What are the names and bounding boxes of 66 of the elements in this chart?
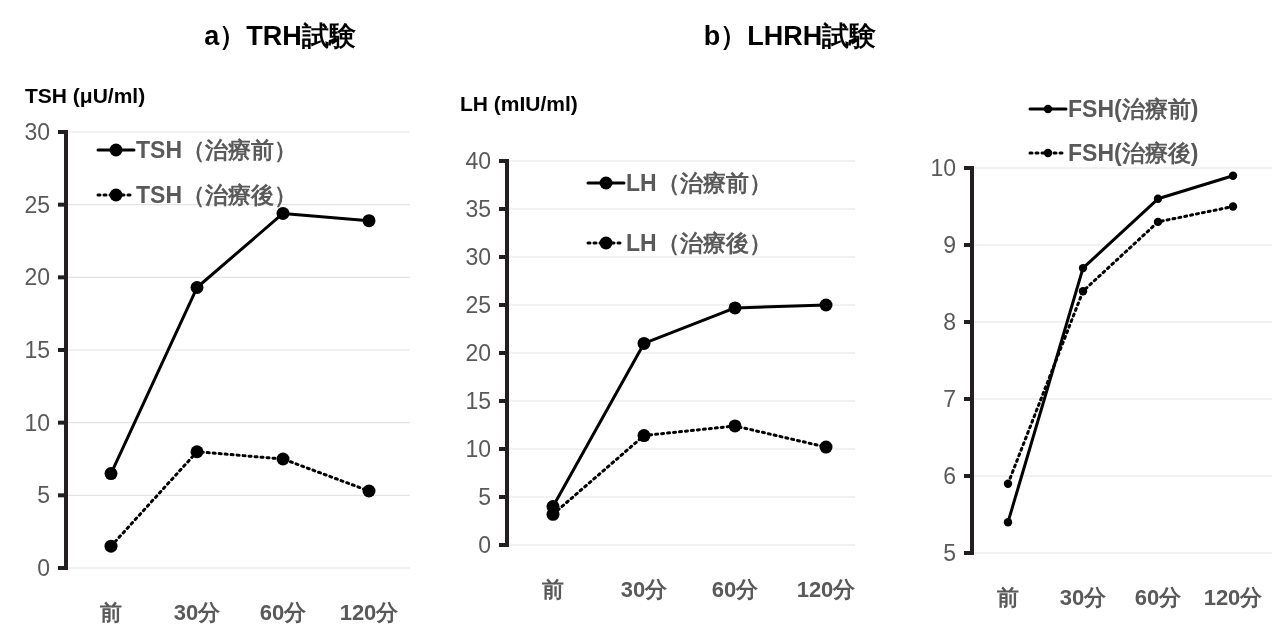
point bbox=[1153, 194, 1163, 203]
y-tick-label: 15 bbox=[465, 388, 491, 414]
point bbox=[1153, 217, 1163, 227]
y-tick-label: 35 bbox=[465, 196, 491, 222]
legend-label: TSH（治療前） bbox=[136, 137, 297, 163]
point bbox=[819, 298, 833, 312]
y-tick-label: 8 bbox=[943, 309, 956, 335]
y-axis-title: LH (mIU/ml) bbox=[460, 91, 578, 115]
point bbox=[1228, 171, 1238, 180]
y-tick-label: 0 bbox=[478, 532, 491, 558]
point bbox=[104, 539, 118, 553]
x-tick-label: 60分 bbox=[711, 576, 760, 602]
point bbox=[728, 301, 742, 315]
legend-label: LH（治療前） bbox=[626, 170, 772, 196]
point bbox=[1003, 518, 1013, 527]
x-tick-label: 30分 bbox=[1059, 584, 1108, 610]
x-tick-label: 30分 bbox=[620, 576, 669, 602]
y-tick-label: 9 bbox=[943, 232, 956, 258]
x-tick-label: 30分 bbox=[173, 599, 222, 625]
x-tick-label: 60分 bbox=[259, 599, 308, 625]
y-tick-label: 25 bbox=[24, 191, 50, 218]
chart-title: a）TRH試験 bbox=[204, 21, 356, 51]
point bbox=[1228, 202, 1238, 211]
y-tick-label: 20 bbox=[24, 264, 50, 291]
y-tick-label: 25 bbox=[465, 292, 491, 318]
point bbox=[728, 419, 742, 433]
x-tick-label: 前 bbox=[99, 599, 122, 625]
chart-title: b）LHRH試験 bbox=[703, 21, 877, 51]
y-tick-label: 30 bbox=[24, 119, 50, 145]
y-tick-label: 7 bbox=[943, 386, 956, 412]
x-tick-label: 120分 bbox=[339, 599, 400, 625]
y-tick-label: 20 bbox=[465, 340, 491, 366]
x-tick-label: 60分 bbox=[1134, 584, 1183, 610]
y-tick-label: 10 bbox=[930, 155, 956, 181]
point bbox=[1078, 263, 1088, 273]
point bbox=[637, 336, 651, 350]
point bbox=[1078, 287, 1088, 296]
x-tick-label: 前 bbox=[996, 584, 1019, 610]
legend-label: FSH(治療後) bbox=[1068, 140, 1199, 166]
point bbox=[1003, 479, 1013, 488]
y-tick-label: 30 bbox=[465, 244, 491, 270]
y-tick-label: 15 bbox=[24, 337, 50, 363]
point bbox=[362, 484, 376, 498]
legend-label: FSH(治療前) bbox=[1068, 96, 1199, 122]
point bbox=[104, 467, 118, 481]
point bbox=[190, 281, 204, 295]
y-tick-label: 5 bbox=[37, 482, 50, 509]
y-tick-label: 40 bbox=[465, 148, 491, 174]
point bbox=[276, 206, 290, 220]
x-tick-label: 120分 bbox=[1203, 584, 1264, 610]
y-tick-label: 6 bbox=[943, 463, 956, 489]
point bbox=[190, 445, 204, 459]
point bbox=[362, 214, 376, 228]
legend-label: TSH（治療後） bbox=[136, 182, 297, 208]
y-tick-label: 5 bbox=[943, 540, 956, 566]
y-tick-label: 10 bbox=[24, 409, 50, 436]
y-tick-label: 10 bbox=[465, 436, 491, 462]
y-tick-label: 0 bbox=[37, 555, 50, 581]
point bbox=[637, 429, 651, 443]
x-tick-label: 120分 bbox=[796, 576, 857, 602]
y-tick-label: 5 bbox=[478, 484, 491, 510]
legend-label: LH（治療後） bbox=[626, 230, 772, 256]
point bbox=[276, 452, 290, 466]
y-axis-title: TSH (μU/ml) bbox=[25, 83, 146, 107]
x-tick-label: 前 bbox=[541, 576, 564, 602]
point bbox=[819, 440, 833, 454]
